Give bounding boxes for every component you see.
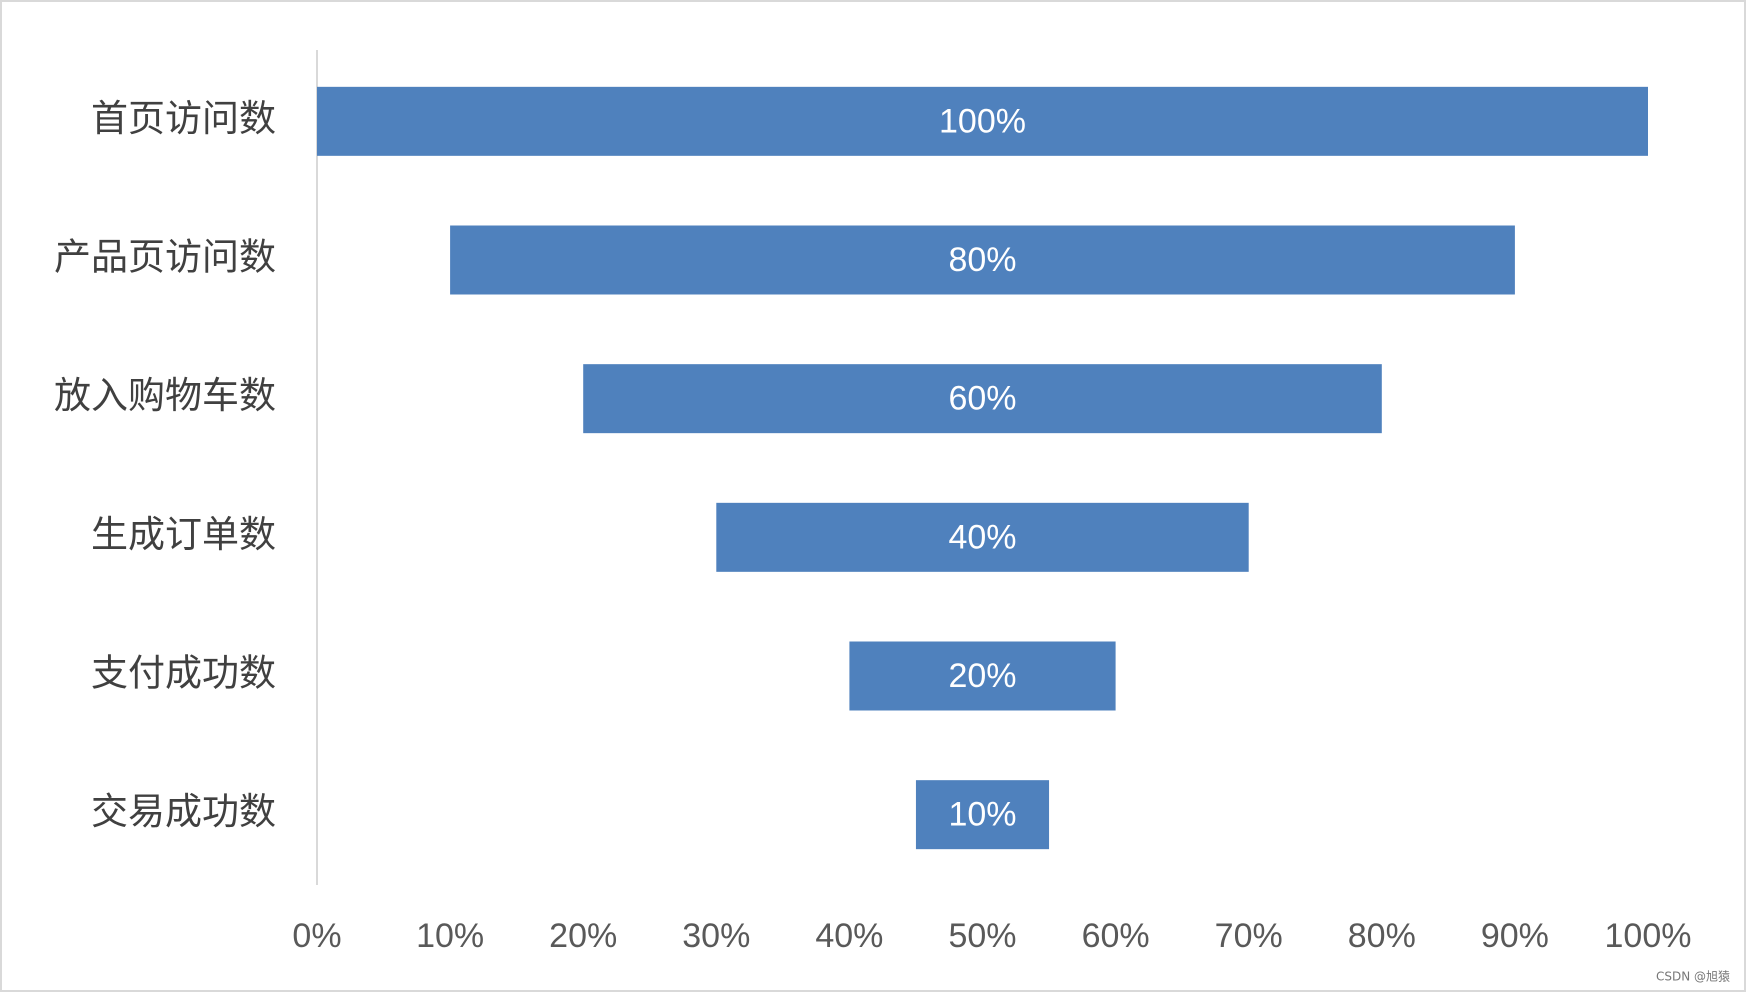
x-tick-label: 90%	[1481, 917, 1549, 955]
x-tick-label: 20%	[549, 917, 617, 955]
y-tick-label: 交易成功数	[91, 790, 276, 833]
x-tick-label: 50%	[948, 917, 1016, 955]
value-label: 20%	[948, 657, 1016, 695]
value-label: 10%	[948, 796, 1016, 834]
x-tick-label: 100%	[1605, 917, 1692, 955]
bar	[716, 502, 1249, 572]
value-label: 80%	[948, 241, 1016, 279]
y-tick-label: 支付成功数	[91, 652, 276, 695]
y-tick-label: 生成订单数	[91, 513, 276, 556]
value-label: 100%	[939, 102, 1026, 140]
bar	[317, 86, 1648, 156]
x-tick-label: 10%	[416, 917, 484, 955]
x-tick-label: 30%	[682, 917, 750, 955]
y-tick-label: 首页访问数	[91, 97, 276, 140]
x-tick-label: 60%	[1082, 917, 1150, 955]
x-tick-label: 80%	[1348, 917, 1416, 955]
y-tick-label: 产品页访问数	[54, 236, 276, 279]
x-tick-label: 40%	[815, 917, 883, 955]
bar	[915, 780, 1050, 850]
value-label: 40%	[948, 518, 1016, 556]
bar	[450, 225, 1515, 295]
watermark: CSDN @旭猿	[1656, 969, 1730, 984]
bar	[849, 641, 1116, 711]
y-tick-label: 放入购物车数	[54, 374, 276, 417]
bar	[583, 364, 1382, 434]
x-tick-label: 70%	[1215, 917, 1283, 955]
value-label: 60%	[948, 380, 1016, 418]
x-tick-label: 0%	[292, 917, 341, 955]
